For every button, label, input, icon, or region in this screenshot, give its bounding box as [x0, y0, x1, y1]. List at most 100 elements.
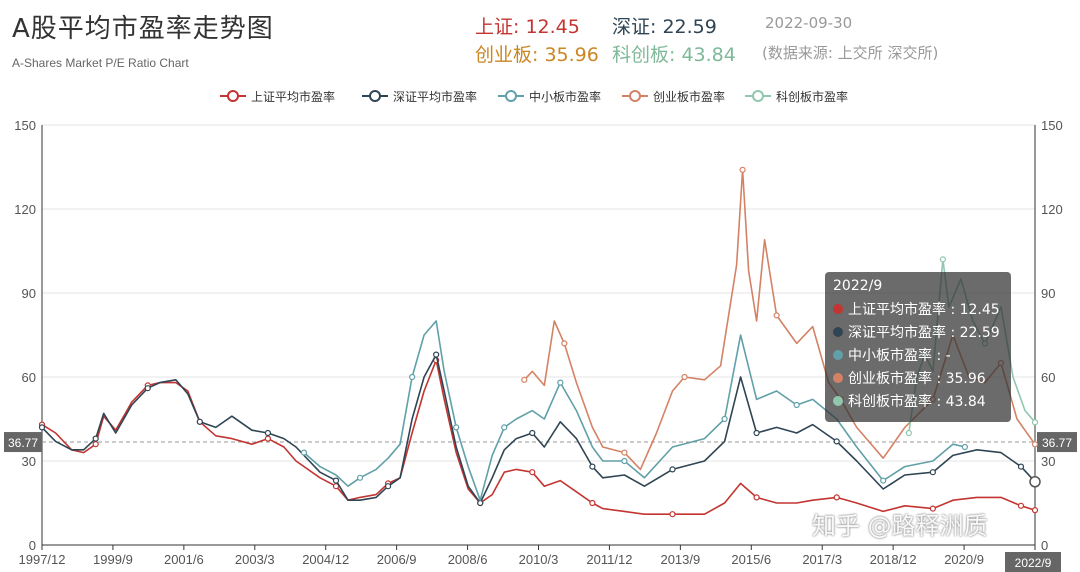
- data-point: [739, 166, 746, 173]
- data-point: [1017, 463, 1025, 470]
- data-point: [356, 474, 364, 481]
- data-point: [557, 379, 564, 386]
- data-point: [669, 466, 676, 473]
- legend-label: 创业板市盈率: [653, 89, 726, 104]
- legend-line-icon: [622, 90, 648, 102]
- legend-item-sme[interactable]: 中小板市盈率: [498, 86, 601, 106]
- data-point: [721, 415, 728, 423]
- data-point: [773, 312, 780, 319]
- legend-label: 中小板市盈率: [529, 89, 602, 104]
- tooltip-row-text: 深证平均市盈率 : 22.59: [848, 324, 1000, 341]
- x-tick-label: 2013/9: [660, 552, 700, 567]
- watermark: 知乎 @路释洲质: [812, 512, 988, 540]
- data-point: [409, 373, 416, 381]
- markline-label-bg-left: [4, 432, 42, 453]
- tooltip-row-text: 科创板市盈率 : 43.84: [848, 393, 986, 410]
- legend-item-chinext[interactable]: 创业板市盈率: [622, 86, 725, 106]
- y-tick-label-right: 150: [1041, 118, 1063, 133]
- data-point: [929, 469, 936, 476]
- x-pointer-label: 2022/9: [1015, 556, 1052, 570]
- x-tick-label: 2015/6: [731, 552, 771, 567]
- y-tick-label-right: 90: [1041, 286, 1055, 301]
- data-point: [1031, 441, 1039, 448]
- tooltip-row: 上证平均市盈率 : 12.45: [833, 297, 1003, 320]
- y-tick-label-right: 30: [1041, 454, 1055, 469]
- data-point: [939, 256, 946, 263]
- data-point: [300, 449, 308, 456]
- y-tick-label-left: 120: [14, 202, 36, 217]
- legend-label: 科创板市盈率: [776, 89, 849, 104]
- data-point: [196, 418, 203, 425]
- tooltip-row: 深证平均市盈率 : 22.59: [833, 320, 1003, 343]
- data-point: [833, 438, 840, 445]
- data-point: [1031, 507, 1039, 514]
- x-tick-label: 2010/3: [519, 552, 559, 567]
- data-point: [669, 511, 676, 518]
- data-point: [1017, 502, 1025, 509]
- y-tick-label-left: 0: [29, 538, 36, 553]
- x-tick-label: 2001/6: [164, 552, 204, 567]
- data-point: [38, 424, 46, 431]
- y-tick-label-left: 60: [22, 370, 36, 385]
- chinext-pe-value: 创业板: 35.96: [475, 44, 599, 66]
- x-tick-label: 2011/12: [586, 552, 632, 567]
- chart-subtitle: A-Shares Market P/E Ratio Chart: [12, 56, 189, 70]
- data-point: [753, 494, 760, 501]
- data-point: [384, 483, 392, 490]
- legend-item-shenzhen[interactable]: 深证平均市盈率: [362, 86, 477, 106]
- data-point: [929, 505, 936, 512]
- tooltip-row: 中小板市盈率 : -: [833, 343, 1003, 366]
- data-point: [264, 435, 272, 442]
- series-dot-icon: [833, 303, 843, 314]
- hover-marker: [1029, 475, 1041, 488]
- tooltip-title: 2022/9: [833, 278, 883, 294]
- data-point: [589, 499, 596, 507]
- data-point: [793, 401, 800, 409]
- data-point: [561, 340, 568, 347]
- legend-line-icon: [220, 90, 246, 102]
- x-tick-label: 2017/3: [802, 552, 842, 567]
- x-tick-label: 2003/3: [235, 552, 275, 567]
- shanghai-pe-value: 上证: 12.45: [475, 16, 580, 38]
- legend-line-icon: [745, 90, 771, 102]
- x-tick-label: 1999/9: [93, 552, 133, 567]
- data-point: [529, 469, 536, 476]
- tooltip-row-text: 中小板市盈率 : -: [848, 347, 951, 364]
- tooltip-row: 科创板市盈率 : 43.84: [833, 389, 1003, 412]
- markline-label-right: 36.77: [1042, 436, 1072, 450]
- y-tick-label-left: 30: [22, 454, 36, 469]
- chart-title: A股平均市盈率走势图: [12, 14, 274, 44]
- data-point: [529, 429, 536, 437]
- tooltip-row-text: 上证平均市盈率 : 12.45: [848, 301, 1000, 318]
- series-line: [41, 359, 1036, 516]
- y-tick-label-left: 150: [14, 118, 36, 133]
- x-tick-label: 1997/12: [19, 552, 66, 567]
- y-tick-label-left: 90: [22, 286, 36, 301]
- y-tick-label-right: 60: [1041, 370, 1055, 385]
- data-point: [833, 494, 840, 501]
- x-tick-label: 2018/12: [870, 552, 917, 567]
- legend-item-shanghai[interactable]: 上证平均市盈率: [220, 86, 335, 106]
- markline-label-left: 36.77: [8, 436, 38, 450]
- data-point: [92, 441, 99, 448]
- data-point: [1031, 419, 1039, 426]
- data-point: [621, 457, 628, 465]
- series-dot-icon: [833, 372, 843, 383]
- shenzhen-pe-value: 深证: 22.59: [612, 16, 717, 38]
- data-point: [880, 477, 887, 484]
- x-tick-label: 2008/6: [448, 552, 488, 567]
- series-dot-icon: [833, 326, 843, 337]
- data-point: [453, 424, 460, 431]
- data-point: [589, 463, 596, 470]
- legend-item-star-market[interactable]: 科创板市盈率: [745, 86, 848, 106]
- data-point: [961, 443, 969, 451]
- data-point: [332, 477, 340, 484]
- star-market-pe-value: 科创板: 43.84: [612, 44, 736, 66]
- y-tick-label-right: 120: [1041, 202, 1063, 217]
- data-source: (数据来源: 上交所 深交所): [762, 44, 939, 62]
- data-point: [264, 429, 272, 437]
- data-point: [92, 435, 99, 442]
- data-point: [501, 424, 508, 431]
- tooltip-row-text: 创业板市盈率 : 35.96: [848, 370, 986, 387]
- x-tick-label: 2020/9: [944, 552, 984, 567]
